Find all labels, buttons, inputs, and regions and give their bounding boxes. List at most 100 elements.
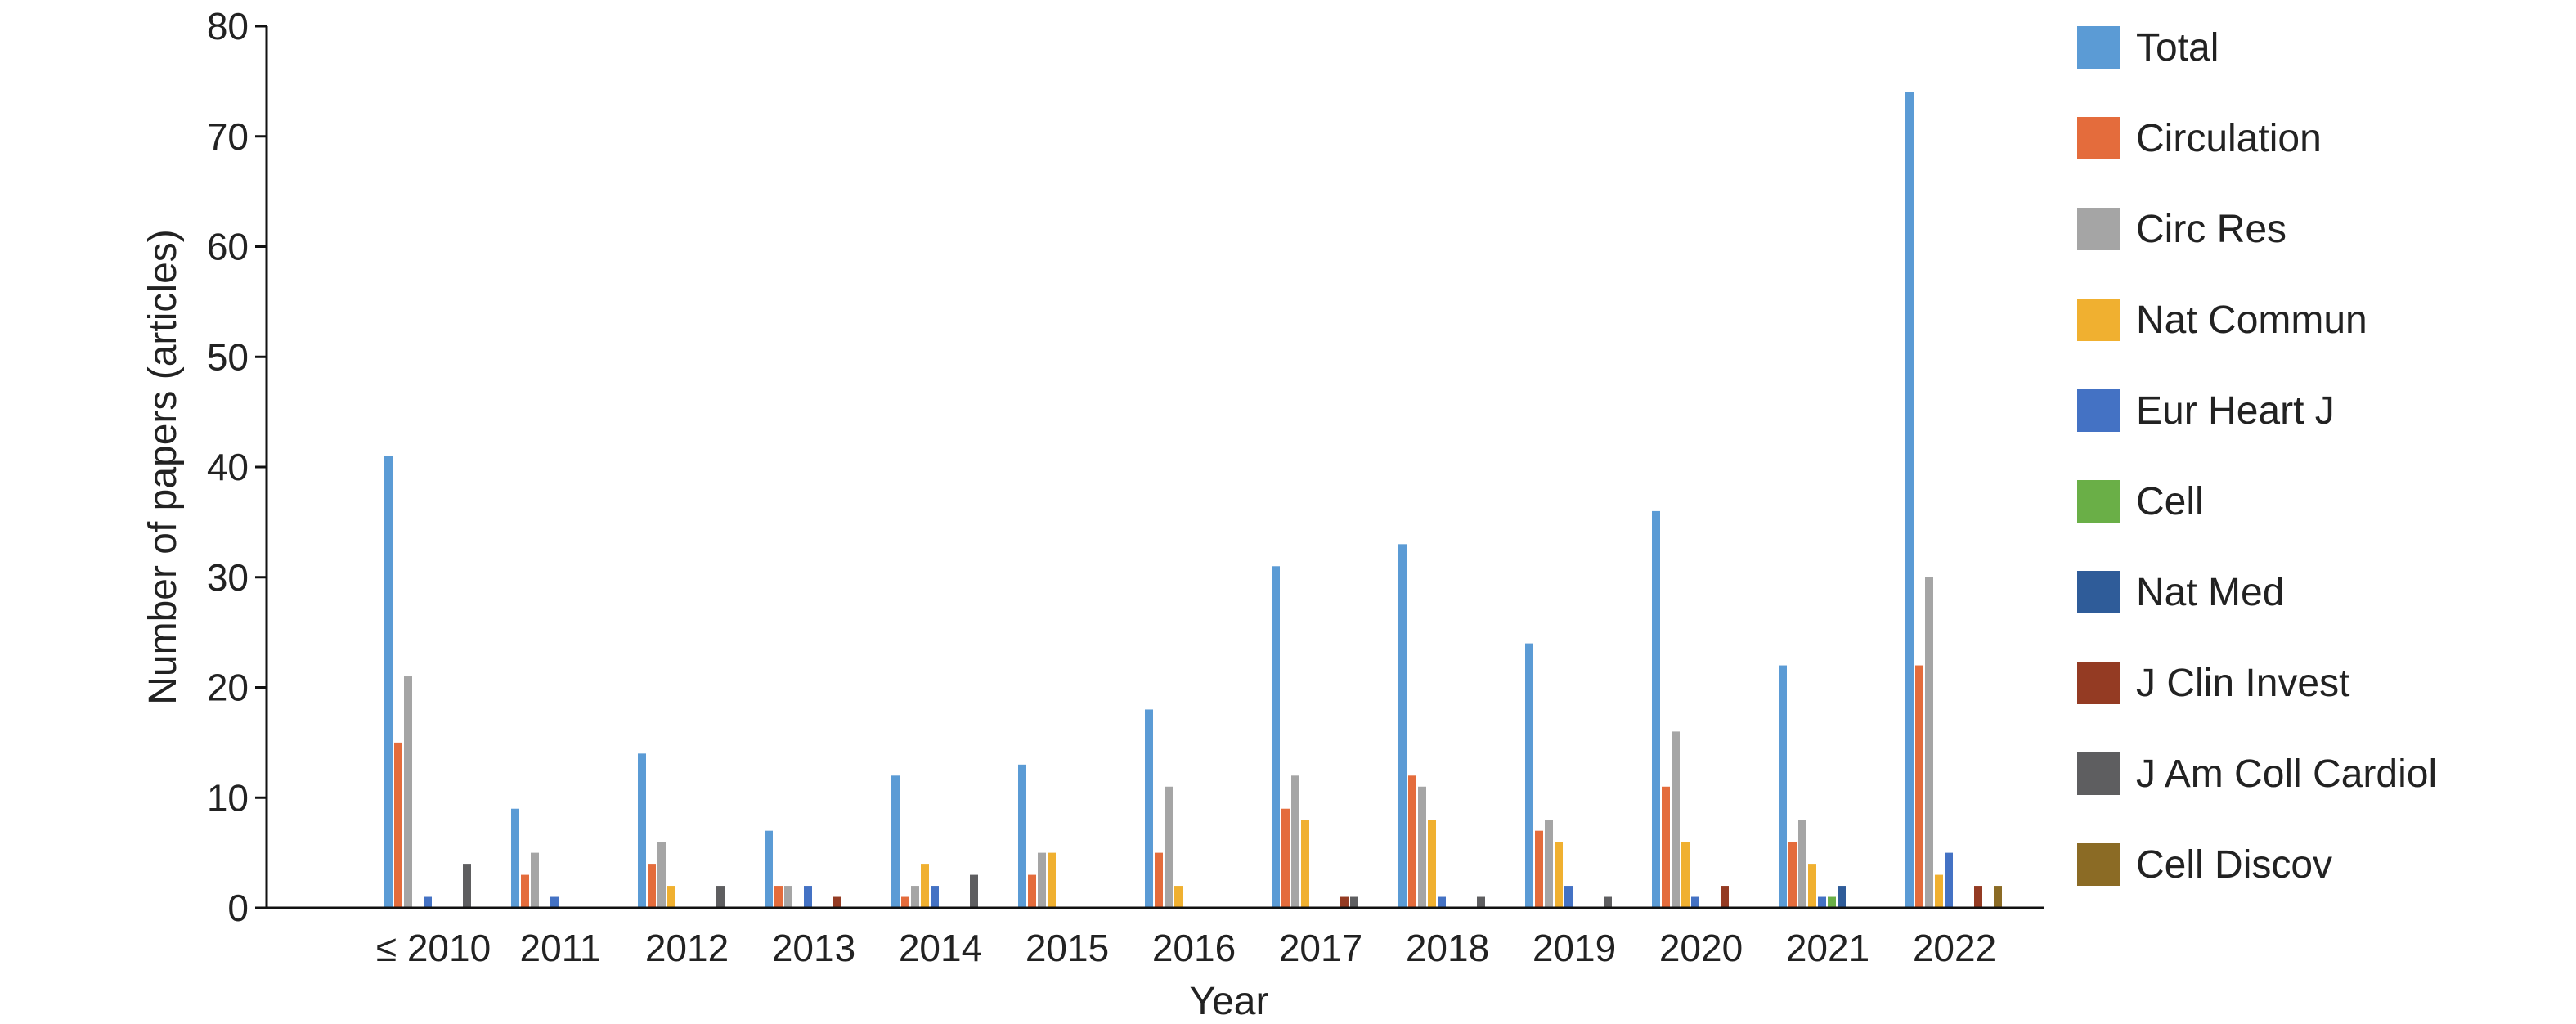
bar	[1818, 896, 1826, 908]
bar	[1028, 874, 1036, 908]
x-axis-ticks: ≤ 2010 2011 2012 2013 2014 2015 2016 2017 2018 20…	[376, 927, 1996, 969]
bar	[1974, 886, 1982, 908]
bar	[1564, 886, 1573, 908]
x-tick-label: 2016	[1152, 927, 1236, 969]
legend-swatch	[2077, 480, 2120, 523]
x-tick-label: 2021	[1786, 927, 1869, 969]
bar	[1672, 731, 1680, 908]
y-tick-label: 50	[207, 335, 249, 378]
bar	[1721, 886, 1729, 908]
x-tick-label: 2012	[645, 927, 729, 969]
bar	[1808, 864, 1816, 908]
bar	[901, 896, 909, 908]
y-tick-label: 80	[207, 5, 249, 47]
x-tick-label: 2011	[520, 927, 601, 969]
bar	[833, 896, 841, 908]
y-tick-label: 70	[207, 115, 249, 158]
y-tick-label: 10	[207, 776, 249, 819]
bar	[1798, 820, 1806, 908]
bar	[550, 896, 559, 908]
bar	[1994, 886, 2002, 908]
bar	[1828, 896, 1836, 908]
bar	[1838, 886, 1846, 908]
bar	[521, 874, 529, 908]
bar	[384, 456, 393, 908]
bar	[1438, 896, 1446, 908]
bar	[404, 676, 412, 908]
bar	[921, 864, 929, 908]
legend-label: Nat Commun	[2136, 299, 2367, 342]
bar	[1915, 665, 1923, 908]
bar	[931, 886, 939, 908]
bar	[1691, 896, 1699, 908]
bar	[424, 896, 432, 908]
bar	[784, 886, 792, 908]
legend-swatch	[2077, 752, 2120, 795]
bar	[394, 742, 402, 908]
bar	[1652, 510, 1660, 908]
legend-label: Total	[2136, 26, 2219, 70]
bar	[1398, 544, 1407, 908]
bar	[1545, 820, 1553, 908]
bar	[1945, 852, 1953, 908]
x-tick-label: 2017	[1279, 927, 1362, 969]
bar	[1477, 896, 1485, 908]
bar	[1350, 896, 1358, 908]
bar	[1145, 709, 1153, 908]
bar	[1525, 643, 1533, 908]
bar	[1905, 92, 1914, 909]
bar	[1604, 896, 1612, 908]
bar	[1174, 886, 1183, 908]
bar	[1155, 852, 1163, 908]
bar	[970, 874, 978, 908]
x-tick-label: ≤ 2010	[376, 927, 491, 969]
bar	[1535, 830, 1543, 908]
x-tick-label: 2022	[1913, 927, 1996, 969]
x-tick-label: 2015	[1025, 927, 1109, 969]
bar	[667, 886, 675, 908]
bar	[511, 808, 519, 908]
legend-label: Cell	[2136, 480, 2204, 523]
x-tick-label: 2014	[899, 927, 982, 969]
legend-swatch	[2077, 662, 2120, 704]
legend-swatch	[2077, 843, 2120, 886]
bar	[804, 886, 812, 908]
bar	[1301, 820, 1309, 908]
legend-label: Cell Discov	[2136, 843, 2332, 887]
bar	[1038, 852, 1046, 908]
bar	[1681, 842, 1690, 908]
bar	[716, 886, 725, 908]
bar	[1925, 577, 1933, 908]
legend-label: Nat Med	[2136, 571, 2284, 614]
legend-label: J Am Coll Cardiol	[2136, 752, 2437, 796]
legend: Total Circulation Circ Res Nat Commun Eur He…	[2077, 26, 2437, 887]
y-tick-label: 0	[227, 887, 249, 929]
bar	[531, 852, 539, 908]
bar	[1935, 874, 1943, 908]
bar	[1165, 786, 1173, 908]
bar	[1291, 775, 1299, 908]
bar	[1779, 665, 1787, 908]
y-tick-label: 60	[207, 226, 249, 268]
x-tick-label: 2013	[772, 927, 855, 969]
bars	[384, 92, 2002, 909]
bar	[1408, 775, 1416, 908]
bar	[1555, 842, 1563, 908]
bar	[765, 830, 773, 908]
y-axis-label: Number of papers (articles)	[141, 229, 185, 705]
bar	[1340, 896, 1349, 908]
bar	[1272, 566, 1280, 908]
legend-label: Circulation	[2136, 117, 2322, 160]
legend-swatch	[2077, 117, 2120, 159]
bar	[774, 886, 783, 908]
legend-label: Eur Heart J	[2136, 389, 2335, 433]
legend-label: J Clin Invest	[2136, 662, 2349, 705]
bar	[657, 842, 666, 908]
bar	[648, 864, 656, 908]
x-tick-label: 2018	[1406, 927, 1489, 969]
y-tick-label: 20	[207, 667, 249, 709]
legend-swatch	[2077, 299, 2120, 341]
bar	[1048, 852, 1056, 908]
legend-swatch	[2077, 571, 2120, 613]
